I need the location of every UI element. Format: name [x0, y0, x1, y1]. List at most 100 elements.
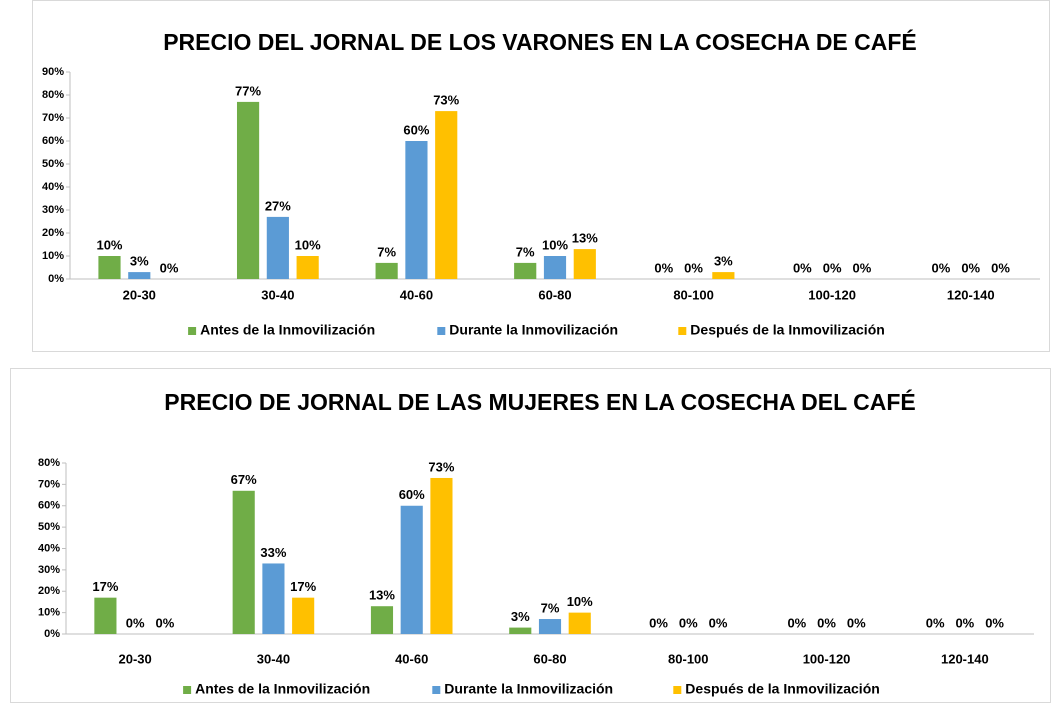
bar — [370, 606, 394, 634]
bar — [94, 597, 117, 634]
data-label: 17% — [92, 579, 118, 594]
legend-swatch — [437, 327, 446, 335]
data-label: 60% — [399, 487, 425, 502]
legend-label: Antes de la Inmovilización — [195, 681, 370, 697]
data-label: 73% — [433, 93, 459, 108]
legend-swatch — [432, 686, 441, 694]
data-label: 0% — [160, 260, 179, 275]
bar — [232, 490, 255, 634]
chart-title: PRECIO DEL JORNAL DE LOS VARONES EN LA C… — [163, 28, 917, 55]
data-label: 0% — [932, 260, 951, 275]
bar — [292, 597, 315, 634]
bar — [375, 262, 398, 279]
y-tick-label: 20% — [42, 227, 64, 239]
x-tick-label: 80-100 — [668, 651, 708, 666]
bar — [538, 619, 562, 634]
data-label: 7% — [541, 600, 560, 615]
data-label: 10% — [295, 237, 321, 252]
data-label: 3% — [130, 254, 149, 269]
y-tick-label: 80% — [38, 457, 60, 469]
data-label: 27% — [265, 198, 291, 213]
data-label: 0% — [961, 260, 980, 275]
x-tick-label: 120-140 — [941, 651, 989, 666]
y-tick-label: 70% — [38, 478, 60, 490]
y-tick-label: 60% — [42, 135, 64, 147]
data-label: 17% — [290, 579, 316, 594]
legend-label: Antes de la Inmovilización — [200, 322, 375, 338]
data-label: 0% — [679, 615, 698, 630]
data-label: 0% — [823, 260, 842, 275]
bar — [430, 477, 453, 634]
data-label: 33% — [260, 545, 286, 560]
y-tick-label: 0% — [44, 628, 60, 640]
y-tick-label: 10% — [42, 250, 64, 262]
data-label: 0% — [709, 615, 728, 630]
data-label: 7% — [377, 244, 396, 259]
y-tick-label: 70% — [42, 112, 64, 124]
data-label: 0% — [991, 260, 1010, 275]
data-label: 0% — [684, 260, 703, 275]
y-tick-label: 10% — [38, 607, 60, 619]
x-tick-label: 40-60 — [400, 287, 433, 302]
y-tick-label: 30% — [42, 204, 64, 216]
data-label: 0% — [155, 615, 174, 630]
x-tick-label: 30-40 — [261, 287, 294, 302]
data-label: 0% — [126, 615, 145, 630]
data-label: 0% — [817, 615, 836, 630]
data-label: 0% — [787, 615, 806, 630]
y-tick-label: 60% — [38, 500, 60, 512]
y-tick-label: 50% — [42, 158, 64, 170]
data-label: 10% — [542, 237, 568, 252]
data-label: 3% — [714, 254, 733, 269]
bar — [405, 141, 428, 279]
data-label: 13% — [369, 588, 395, 603]
legend-label: Después de la Inmovilización — [685, 681, 880, 697]
y-tick-label: 40% — [42, 181, 64, 193]
data-label: 0% — [955, 615, 974, 630]
bar — [435, 111, 458, 279]
chart-frame — [32, 0, 1050, 352]
y-tick-label: 40% — [38, 542, 60, 554]
bar — [262, 563, 285, 634]
y-tick-label: 0% — [48, 273, 64, 285]
y-tick-label: 30% — [38, 564, 60, 576]
y-tick-label: 90% — [42, 66, 64, 78]
legend-swatch — [673, 686, 682, 694]
chart-frame — [10, 368, 1051, 703]
data-label: 0% — [926, 615, 945, 630]
data-label: 0% — [847, 615, 866, 630]
bar — [296, 256, 319, 279]
bar — [712, 272, 735, 279]
y-tick-label: 80% — [42, 89, 64, 101]
legend-swatch — [678, 327, 687, 335]
x-tick-label: 60-80 — [538, 287, 571, 302]
data-label: 3% — [511, 609, 530, 624]
y-tick-label: 20% — [38, 585, 60, 597]
x-tick-label: 20-30 — [123, 287, 156, 302]
bar — [509, 627, 532, 634]
legend-label: Después de la Inmovilización — [690, 322, 885, 338]
bar — [573, 249, 596, 279]
data-label: 60% — [403, 122, 429, 137]
x-tick-label: 100-120 — [803, 651, 851, 666]
x-tick-label: 120-140 — [947, 287, 995, 302]
y-tick-label: 50% — [38, 521, 60, 533]
data-label: 0% — [985, 615, 1004, 630]
bar — [543, 256, 567, 279]
legend-swatch — [183, 686, 192, 694]
data-label: 0% — [793, 260, 812, 275]
bar — [514, 262, 537, 279]
data-label: 77% — [235, 83, 261, 98]
legend-swatch — [188, 327, 197, 335]
data-label: 10% — [567, 594, 593, 609]
data-label: 67% — [231, 472, 257, 487]
bar — [266, 216, 289, 279]
bar — [98, 256, 121, 279]
bar — [236, 101, 260, 280]
x-tick-label: 100-120 — [808, 287, 856, 302]
x-tick-label: 20-30 — [119, 651, 152, 666]
legend-label: Durante la Inmovilización — [444, 681, 613, 697]
bar — [400, 505, 423, 634]
data-label: 7% — [516, 244, 535, 259]
data-label: 13% — [572, 231, 598, 246]
